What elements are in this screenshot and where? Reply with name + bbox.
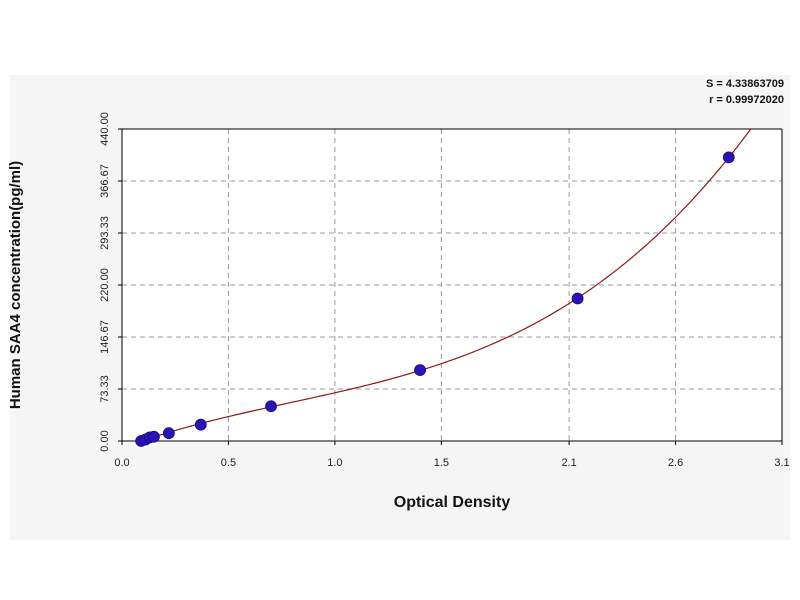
- data-point: [265, 400, 277, 413]
- x-tick-label: 2.1: [561, 457, 576, 469]
- data-point: [162, 427, 175, 440]
- fit-curve-line: [140, 128, 752, 442]
- y-tick-label: 366.67: [99, 164, 111, 198]
- fit-curve: [140, 128, 752, 442]
- stats-s-value: S = 4.33863709: [706, 78, 784, 90]
- data-point: [414, 364, 426, 376]
- x-tick-label: 0.5: [221, 457, 236, 469]
- y-tick-labels: 0.00 73.33 146.67 220.00 293.33 366.67 440.00: [99, 112, 122, 452]
- x-tick-labels: 0.0 0.5 1.0 1.5 2.1 2.6 3.1: [114, 441, 790, 469]
- data-point: [148, 430, 160, 443]
- x-tick-label: 1.5: [434, 457, 449, 469]
- x-axis-title: Optical Density: [394, 494, 511, 511]
- y-tick-label: 73.33: [99, 375, 111, 403]
- y-tick-label: 440.00: [99, 112, 111, 146]
- data-points: [135, 151, 735, 447]
- x-tick-label: 2.6: [668, 457, 683, 469]
- stats-r-value: r = 0.99972020: [709, 94, 784, 106]
- grid-lines: [122, 129, 782, 441]
- data-point: [571, 292, 584, 305]
- data-point: [194, 418, 207, 431]
- y-tick-label: 293.33: [99, 216, 111, 250]
- y-tick-label: 220.00: [99, 268, 111, 302]
- x-tick-label: 3.1: [774, 457, 789, 469]
- data-point: [722, 151, 735, 164]
- x-tick-label: 1.0: [327, 457, 342, 469]
- x-tick-label: 0.0: [114, 457, 129, 469]
- y-tick-label: 146.67: [99, 320, 111, 354]
- y-axis-title: Human SAA4 concentration(pg/ml): [7, 161, 24, 409]
- y-tick-label: 0.00: [99, 430, 111, 451]
